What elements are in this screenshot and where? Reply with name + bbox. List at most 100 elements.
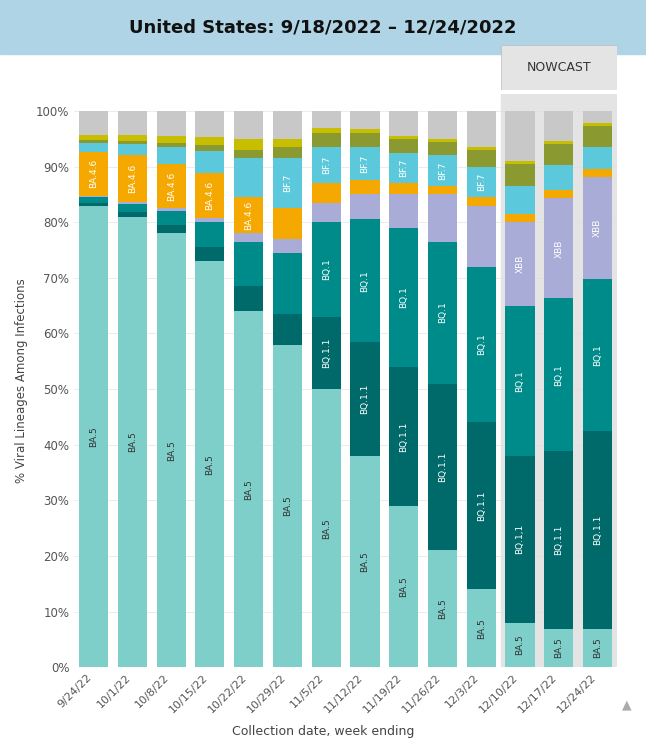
Bar — [195, 247, 225, 261]
Y-axis label: % Viral Lineages Among Infections: % Viral Lineages Among Infections — [15, 278, 28, 483]
Text: BQ.1.1: BQ.1.1 — [477, 491, 486, 521]
Bar — [157, 147, 186, 164]
Bar — [234, 139, 264, 150]
Bar — [312, 133, 341, 147]
Text: BQ.1: BQ.1 — [438, 302, 447, 323]
Bar — [544, 190, 574, 198]
Bar — [544, 629, 574, 667]
Bar — [389, 228, 419, 367]
Text: BA.5: BA.5 — [244, 479, 253, 500]
Bar — [312, 127, 341, 133]
Bar — [79, 143, 109, 152]
Bar — [506, 305, 535, 456]
Text: BQ.1.1: BQ.1.1 — [322, 338, 331, 368]
Bar — [583, 147, 612, 169]
Bar — [389, 139, 419, 152]
Bar — [428, 186, 457, 195]
Bar — [79, 198, 109, 203]
Bar — [273, 208, 302, 239]
Bar — [273, 111, 302, 139]
Bar — [118, 136, 147, 141]
Bar — [466, 111, 496, 147]
Bar — [350, 195, 380, 219]
Bar — [544, 141, 574, 144]
Text: BA.5: BA.5 — [360, 551, 370, 572]
Text: BA.5: BA.5 — [167, 440, 176, 461]
Text: BA.5: BA.5 — [593, 638, 602, 658]
Text: BA.5: BA.5 — [322, 518, 331, 538]
Text: BA.5: BA.5 — [516, 635, 525, 655]
Text: BA.5: BA.5 — [477, 618, 486, 639]
Bar — [312, 389, 341, 667]
Text: BA.4.6: BA.4.6 — [89, 159, 98, 188]
Bar — [583, 111, 612, 123]
Bar — [157, 211, 186, 225]
Text: BQ.1,1: BQ.1,1 — [516, 524, 525, 554]
Text: BA.5: BA.5 — [283, 495, 292, 516]
Bar — [118, 141, 147, 144]
Bar — [118, 204, 147, 212]
Bar — [195, 218, 225, 222]
Bar — [195, 146, 225, 151]
Bar — [466, 198, 496, 206]
Bar — [428, 139, 457, 142]
Bar — [389, 367, 419, 506]
Bar — [118, 155, 147, 202]
Bar — [79, 111, 109, 135]
Text: BA.5: BA.5 — [438, 599, 447, 619]
Bar — [583, 431, 612, 629]
Bar — [350, 219, 380, 342]
Bar — [79, 152, 109, 196]
Text: BA.4.6: BA.4.6 — [128, 164, 137, 193]
Bar — [273, 314, 302, 345]
Bar — [157, 208, 186, 211]
Text: XBB: XBB — [516, 255, 525, 273]
Text: BQ.1.1: BQ.1.1 — [399, 421, 408, 452]
Text: BQ.1.1: BQ.1.1 — [593, 515, 602, 545]
Bar — [583, 279, 612, 431]
Bar — [389, 111, 419, 136]
Bar — [544, 198, 574, 299]
Bar — [234, 311, 264, 667]
Bar — [157, 111, 186, 136]
Text: BQ.1: BQ.1 — [593, 345, 602, 366]
Bar — [79, 140, 109, 143]
Bar — [234, 233, 264, 242]
Bar — [195, 111, 225, 137]
Bar — [506, 164, 535, 186]
Text: BQ.1.1: BQ.1.1 — [554, 525, 563, 555]
Bar — [506, 623, 535, 667]
Bar — [195, 137, 225, 146]
Text: BQ.1: BQ.1 — [554, 363, 563, 385]
Text: BQ.1: BQ.1 — [516, 370, 525, 391]
Bar — [583, 169, 612, 177]
Bar — [428, 111, 457, 139]
Text: BQ.1: BQ.1 — [399, 287, 408, 308]
Bar — [157, 136, 186, 143]
Bar — [312, 183, 341, 203]
Bar — [273, 345, 302, 667]
Bar — [428, 142, 457, 155]
Bar — [350, 129, 380, 133]
Bar — [234, 242, 264, 287]
Bar — [466, 590, 496, 667]
Bar — [312, 147, 341, 183]
Bar — [506, 222, 535, 305]
Bar — [389, 195, 419, 228]
Bar — [544, 111, 574, 141]
Bar — [273, 147, 302, 158]
Bar — [501, 55, 617, 695]
Bar — [389, 183, 419, 195]
Bar — [506, 186, 535, 214]
Text: ▲: ▲ — [622, 698, 631, 712]
Bar — [506, 111, 535, 161]
Text: BF.7: BF.7 — [322, 156, 331, 174]
Text: BA.5: BA.5 — [554, 638, 563, 658]
Text: BA.5: BA.5 — [89, 426, 98, 447]
Bar — [428, 155, 457, 186]
Bar — [350, 147, 380, 180]
Text: BA.5: BA.5 — [205, 454, 214, 474]
Bar — [234, 150, 264, 158]
Text: BQ.1.1: BQ.1.1 — [360, 384, 370, 414]
Bar — [312, 111, 341, 127]
